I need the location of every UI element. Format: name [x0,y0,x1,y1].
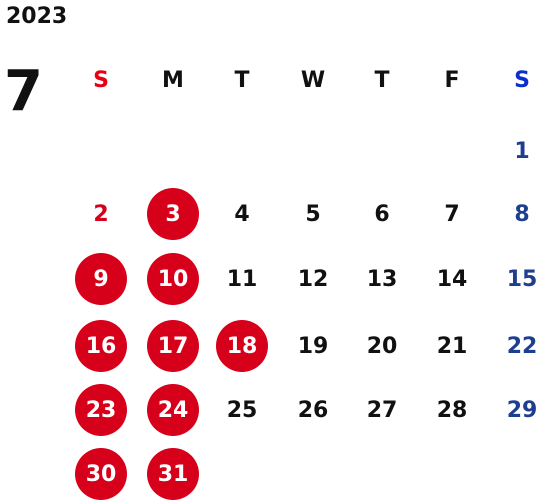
month-label: 7 [4,59,43,124]
day-cell[interactable]: 30 [75,448,127,500]
day-cell[interactable]: 6 [374,201,390,227]
day-cell[interactable]: 9 [75,253,127,305]
day-cell[interactable]: 3 [147,188,199,240]
day-cell[interactable]: 13 [366,266,398,292]
day-cell[interactable]: 14 [436,266,468,292]
weekday-header: M [162,67,184,93]
day-cell[interactable]: 10 [147,253,199,305]
weekday-header: W [300,67,326,93]
day-cell[interactable]: 22 [506,333,538,359]
day-cell[interactable]: 27 [366,397,398,423]
day-cell[interactable]: 2 [93,201,109,227]
day-cell[interactable]: 12 [297,266,329,292]
day-cell[interactable]: 26 [297,397,329,423]
day-cell[interactable]: 4 [234,201,250,227]
weekday-header: T [374,67,390,93]
day-cell[interactable]: 15 [506,266,538,292]
day-cell[interactable]: 28 [436,397,468,423]
day-cell[interactable]: 8 [514,201,530,227]
day-cell[interactable]: 23 [75,384,127,436]
weekday-header: S [93,67,109,93]
day-cell[interactable]: 17 [147,320,199,372]
day-cell[interactable]: 18 [216,320,268,372]
weekday-header: F [444,67,460,93]
day-cell[interactable]: 16 [75,320,127,372]
day-cell[interactable]: 24 [147,384,199,436]
day-cell[interactable]: 7 [444,201,460,227]
day-cell[interactable]: 1 [514,138,530,164]
day-cell[interactable]: 21 [436,333,468,359]
weekday-header: T [234,67,250,93]
weekday-header: S [514,67,530,93]
year-label: 2023 [6,4,68,29]
day-cell[interactable]: 5 [305,201,321,227]
day-cell[interactable]: 29 [506,397,538,423]
day-cell[interactable]: 25 [226,397,258,423]
day-cell[interactable]: 20 [366,333,398,359]
day-cell[interactable]: 31 [147,448,199,500]
day-cell[interactable]: 11 [226,266,258,292]
day-cell[interactable]: 19 [297,333,329,359]
